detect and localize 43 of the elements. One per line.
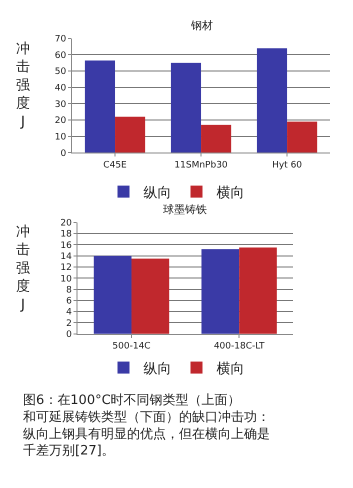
y-tick-label: 60 [54,50,66,61]
bar [201,249,240,334]
y-tick-label: 20 [60,218,72,229]
y-tick-label: 16 [60,240,72,251]
y-tick-label: 0 [66,330,72,340]
bar [256,48,288,153]
x-tick-label: 500-14C [112,342,151,352]
x-tick-label: 11SMnPb30 [174,160,228,170]
bar [201,124,232,153]
y-tick-label: 0 [60,148,66,159]
legend-label: 纵向 [144,185,172,202]
y-axis-title: 冲击强度J [16,224,30,313]
legend-label: 横向 [216,185,244,202]
y-tick-label: 10 [60,274,72,284]
y-tick-label: 10 [54,132,66,142]
y-tick-label: 18 [60,230,72,240]
bar [287,122,318,153]
y-tick-label: 14 [60,252,72,262]
chart-title: 钢材 [190,19,213,32]
y-tick-label: 6 [66,296,72,307]
y-tick-label: 70 [54,34,66,45]
chart-title: 球墨铸铁 [163,203,207,216]
caption: 图6：在100°C时不同钢类型（上面）和可延展铸铁类型（下面）的缺口冲击功：纵向上钢具有明显的优点，但在横向上确是千差万别[27]。 [23,393,270,459]
y-tick-label: 12 [60,263,72,274]
bar [131,258,170,334]
y-tick-label: 2 [66,318,72,329]
bar [170,62,202,153]
series-label: 横向 [216,361,244,378]
y-tick-label: 8 [66,285,72,296]
x-tick-label: 400-18C-LT [214,342,265,352]
bar [84,60,116,153]
y-tick-label: 30 [54,100,66,110]
y-tick-label: 40 [54,84,66,94]
x-tick-label: Hyt 60 [272,160,302,170]
x-tick-label: C45E [103,160,128,170]
y-axis-title: 冲击强度J [16,41,30,130]
bar [115,116,146,153]
bar [239,248,277,334]
y-tick-label: 20 [54,116,66,126]
bar [94,256,132,334]
y-tick-label: 50 [54,67,66,78]
text: 纵向 [144,361,172,378]
y-tick-label: 4 [66,308,72,318]
